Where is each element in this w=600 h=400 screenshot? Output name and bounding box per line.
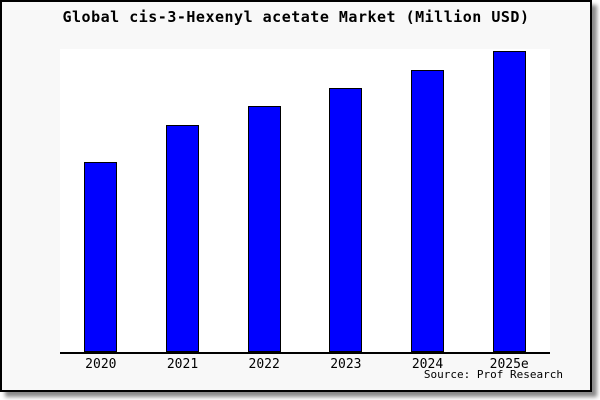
bar-slot-2022 — [223, 49, 305, 352]
chart-title: Global cis-3-Hexenyl acetate Market (Mil… — [62, 8, 530, 26]
x-tick-2021: 2021 — [166, 357, 199, 372]
bar-2021 — [166, 125, 199, 352]
bar-slot-2024 — [387, 49, 469, 352]
chart-frame: Global cis-3-Hexenyl acetate Market (Mil… — [0, 0, 592, 392]
bar-slot-2021 — [142, 49, 224, 352]
bar-slot-2025e — [468, 49, 550, 352]
x-axis-labels: 2020 2021 2022 2023 2024 2025e — [60, 357, 550, 372]
x-tick-2022: 2022 — [248, 357, 280, 372]
bar-slot-2020 — [60, 49, 142, 352]
bar-2020 — [84, 162, 118, 352]
x-tick-2024: 2024 — [411, 357, 444, 372]
bar-2024 — [411, 69, 445, 352]
x-tick-2023: 2023 — [330, 357, 362, 372]
bar-2023 — [329, 87, 363, 352]
x-tick-2020: 2020 — [85, 357, 117, 372]
bar-slot-2023 — [305, 49, 387, 352]
bar-2022 — [247, 106, 281, 352]
bar-2025e — [492, 50, 526, 352]
x-tick-2025e: 2025e — [489, 357, 529, 372]
plot-area — [60, 49, 550, 354]
source-attribution: Source: Prof Research — [423, 368, 563, 381]
